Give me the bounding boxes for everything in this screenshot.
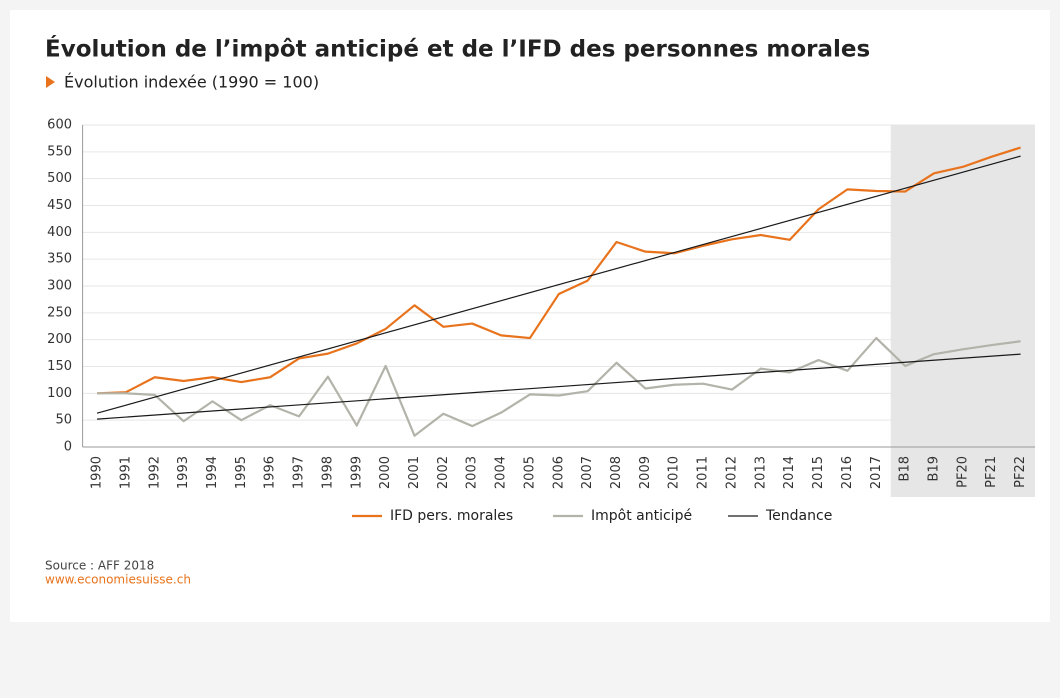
x-tick-label: 2013 (753, 456, 768, 489)
trend-line (96, 353, 1021, 420)
legend-label: Tendance (765, 508, 832, 524)
y-tick-label: 350 (47, 252, 72, 267)
legend-label: Impôt anticipé (591, 508, 692, 524)
x-tick-label: PF21 (984, 456, 999, 488)
x-tick-label: B19 (926, 456, 941, 481)
x-tick-label: 1990 (90, 456, 105, 489)
x-tick-label: 2001 (407, 456, 422, 489)
x-tick-label: 2011 (696, 456, 711, 489)
x-tick-label: 2014 (782, 456, 797, 489)
y-tick-label: 250 (47, 305, 72, 320)
y-tick-label: 50 (55, 413, 72, 428)
y-tick-label: 200 (47, 332, 72, 347)
forecast-shade (890, 125, 1035, 497)
x-tick-label: 2003 (465, 456, 480, 489)
x-tick-label: 1991 (118, 456, 133, 489)
subtitle-marker (46, 76, 55, 88)
x-tick-label: B18 (898, 456, 913, 481)
y-tick-label: 0 (64, 440, 72, 455)
chart-subtitle: Évolution indexée (1990 = 100) (64, 73, 319, 92)
x-tick-label: 2002 (436, 456, 451, 489)
x-tick-label: 1995 (234, 456, 249, 489)
x-tick-label: 1996 (263, 456, 278, 489)
x-tick-label: 1993 (176, 456, 191, 489)
x-tick-label: 1992 (147, 456, 162, 489)
x-tick-label: 1998 (320, 456, 335, 489)
y-tick-label: 400 (47, 225, 72, 240)
x-tick-label: 2006 (551, 456, 566, 489)
y-tick-label: 600 (47, 118, 72, 133)
x-tick-label: PF22 (1013, 456, 1028, 488)
website[interactable]: www.economiesuisse.ch (45, 573, 191, 587)
x-tick-label: 1994 (205, 456, 220, 489)
x-tick-label: 2005 (522, 456, 537, 489)
series-line (96, 146, 1021, 395)
y-tick-label: 300 (47, 279, 72, 294)
x-tick-label: 2008 (609, 456, 624, 489)
x-tick-label: 2016 (840, 456, 855, 489)
chart-title: Évolution de l’impôt anticipé et de l’IF… (45, 35, 870, 63)
x-tick-label: 2004 (494, 456, 509, 489)
x-tick-label: PF20 (955, 456, 970, 488)
x-tick-label: 2007 (580, 456, 595, 489)
x-tick-label: 2017 (869, 456, 884, 489)
source: Source : AFF 2018 (45, 559, 154, 573)
x-tick-label: 2012 (724, 456, 739, 489)
x-tick-label: 1999 (349, 456, 364, 489)
x-tick-label: 2000 (378, 456, 393, 489)
y-tick-label: 500 (47, 171, 72, 186)
x-tick-label: 2010 (667, 456, 682, 489)
y-tick-label: 100 (47, 386, 72, 401)
x-tick-label: 2015 (811, 456, 826, 489)
legend-label: IFD pers. morales (390, 508, 513, 524)
trend-line (96, 155, 1021, 414)
y-tick-label: 550 (47, 144, 72, 159)
y-tick-label: 150 (47, 359, 72, 374)
x-tick-label: 1997 (292, 456, 307, 489)
series-line (97, 336, 1021, 437)
x-tick-label: 2009 (638, 456, 653, 489)
y-tick-label: 450 (47, 198, 72, 213)
card (10, 10, 1050, 622)
